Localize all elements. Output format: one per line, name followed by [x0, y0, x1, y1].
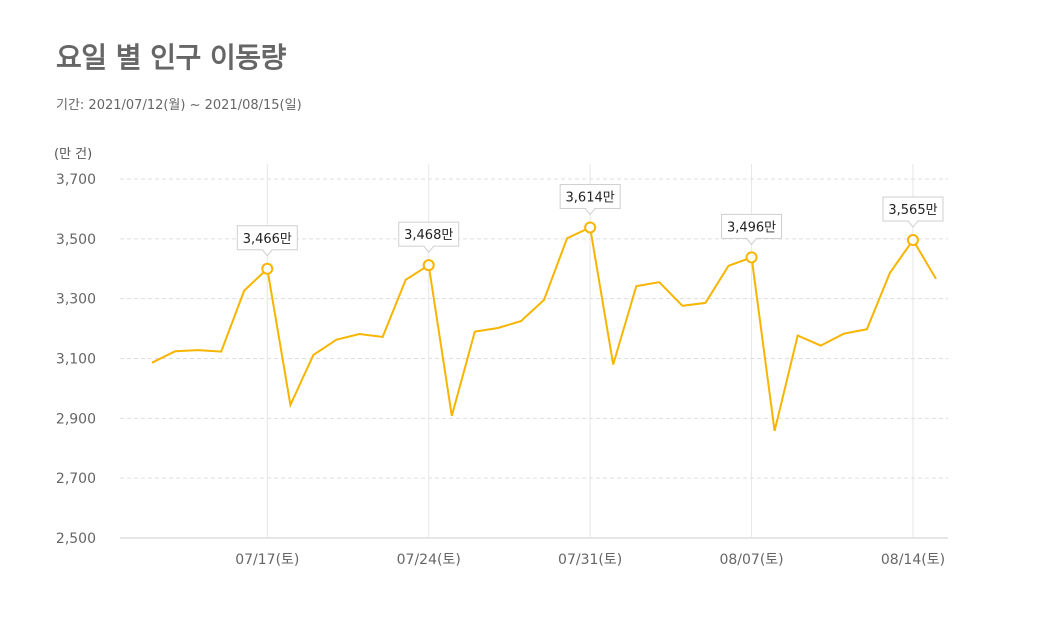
y-tick-label: 2,900 [56, 411, 96, 427]
y-tick-label: 2,700 [56, 471, 96, 487]
callout-pointer [261, 249, 273, 257]
data-point-marker [584, 221, 597, 234]
callout-pointer [907, 220, 919, 228]
data-point-marker [422, 259, 435, 272]
x-tick-label: 08/07(토) [719, 552, 783, 568]
callout-box [236, 225, 298, 251]
page-title: 요일 별 인구 이동량 [56, 41, 286, 74]
y-tick-label: 3,300 [56, 292, 96, 308]
callout-label: 3,466만 [243, 232, 292, 247]
data-point-marker [745, 251, 758, 264]
callout-pointer [584, 208, 596, 216]
x-tick-label: 07/31(토) [558, 552, 622, 568]
y-axis-unit-label: (만 건) [54, 147, 92, 162]
callout-label: 3,496만 [727, 220, 776, 235]
callout-pointer [423, 245, 435, 253]
y-tick-label: 3,100 [56, 352, 96, 368]
x-tick-label: 07/24(토) [397, 552, 461, 568]
series-line [151, 226, 937, 432]
x-tick-label: 08/14(토) [881, 552, 945, 568]
y-tick-label: 2,500 [56, 531, 96, 547]
callout-label: 3,468만 [404, 228, 453, 243]
data-point-marker [906, 234, 919, 247]
callout-box [882, 196, 944, 222]
x-tick-label: 07/17(토) [235, 552, 299, 568]
callout-label: 3,614만 [566, 190, 615, 205]
y-tick-label: 3,500 [56, 232, 96, 248]
period-subtitle: 기간: 2021/07/12(월) ~ 2021/08/15(일) [56, 98, 302, 113]
data-point-marker [261, 262, 274, 275]
callout-pointer [746, 238, 757, 246]
callout-label: 3,565만 [888, 203, 937, 218]
y-tick-label: 3,700 [56, 172, 96, 188]
